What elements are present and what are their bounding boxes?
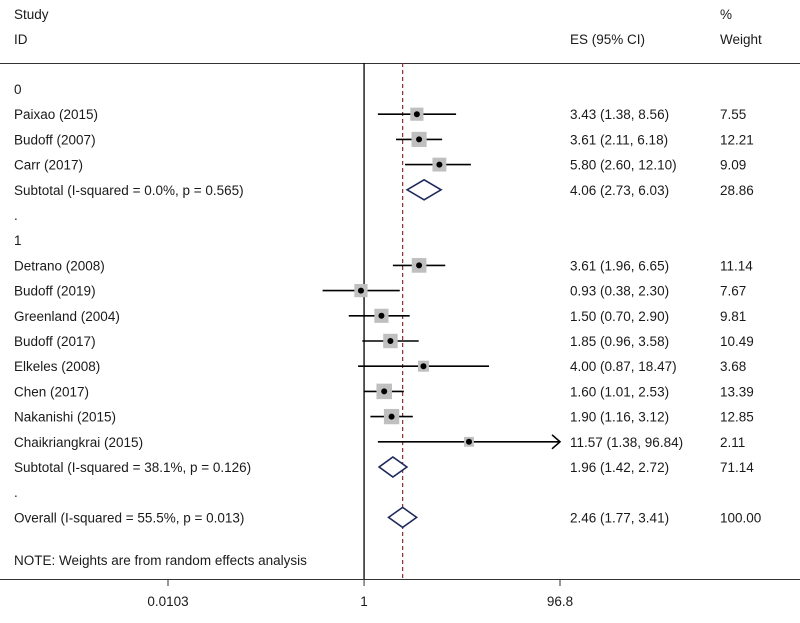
study-label: Greenland (2004) (14, 309, 120, 324)
row-overall: Overall (I-squared = 55.5%, p = 0.013) 2.… (14, 506, 761, 529)
row-subtotal: Subtotal (I-squared = 0.0%, p = 0.565) 4.… (14, 178, 754, 201)
es-ci-text: 1.60 (1.01, 2.53) (570, 384, 669, 399)
point-estimate (465, 438, 472, 445)
es-ci-text: 2.46 (1.77, 3.41) (570, 510, 669, 525)
row-study: Greenland (2004) 1.50 (0.70, 2.90) 9.81 (14, 308, 746, 324)
study-label: Budoff (2007) (14, 132, 96, 147)
weight-text: 12.21 (720, 132, 754, 147)
weight-text: 71.14 (720, 460, 754, 475)
es-ci-text: 4.06 (2.73, 6.03) (570, 183, 669, 198)
row-study: Budoff (2007) 3.61 (2.11, 6.18) 12.21 (14, 131, 754, 147)
x-tick-label: 96.8 (547, 594, 573, 609)
subtotal-label: Subtotal (I-squared = 38.1%, p = 0.126) (14, 460, 251, 475)
weight-text: 7.67 (720, 284, 746, 299)
weight-text: 12.85 (720, 410, 754, 425)
point-estimate (378, 312, 385, 319)
header-percent: % (720, 7, 732, 22)
point-estimate (413, 111, 420, 118)
row-group: 0 (14, 82, 22, 97)
row-study: Elkeles (2008) 4.00 (0.87, 18.47) 3.68 (14, 359, 746, 374)
es-ci-text: 0.93 (0.38, 2.30) (570, 284, 669, 299)
es-ci-text: 4.00 (0.87, 18.47) (570, 359, 677, 374)
row-study: Chen (2017) 1.60 (1.01, 2.53) 13.39 (14, 383, 754, 399)
study-label: Budoff (2019) (14, 284, 96, 299)
weight-text: 11.14 (720, 258, 753, 273)
header-weight: Weight (720, 32, 762, 47)
weight-text: 10.49 (720, 334, 754, 349)
study-rows: 0 Paixao (2015) 3.43 (1.38, 8.56) 7.55 Budof… (14, 82, 761, 529)
row-study: Chaikriangkrai (2015) 11.57 (1.38, 96.84)… (14, 434, 745, 450)
weight-text: 2.11 (720, 435, 745, 450)
reference-lines (363, 63, 404, 579)
header-es: ES (95% CI) (570, 32, 645, 47)
point-estimate (416, 262, 423, 269)
study-label: Paixao (2015) (14, 107, 98, 122)
point-estimate (420, 363, 427, 370)
overall-diamond (387, 506, 419, 529)
weight-text: 13.39 (720, 384, 754, 399)
study-label: Chaikriangkrai (2015) (14, 435, 143, 450)
es-ci-text: 3.61 (2.11, 6.18) (570, 132, 668, 147)
subtotal-label: Subtotal (I-squared = 0.0%, p = 0.565) (14, 183, 244, 198)
row-group: 1 (14, 233, 22, 248)
group-label: 0 (14, 82, 22, 97)
group-label: 1 (14, 233, 22, 248)
x-tick-label: 1 (360, 594, 368, 609)
es-ci-text: 5.80 (2.60, 12.10) (570, 158, 677, 173)
row-study: Nakanishi (2015) 1.90 (1.16, 3.12) 12.85 (14, 408, 754, 425)
study-label: Budoff (2017) (14, 334, 96, 349)
row-study: Detrano (2008) 3.61 (1.96, 6.65) 11.14 (14, 258, 753, 273)
study-label: Carr (2017) (14, 158, 83, 173)
weight-text: 100.00 (720, 510, 761, 525)
weights-note: NOTE: Weights are from random effects an… (14, 553, 307, 568)
study-label: Elkeles (2008) (14, 359, 100, 374)
x-tick-label: 0.0103 (147, 594, 188, 609)
study-label: Detrano (2008) (14, 258, 105, 273)
weight-text: 7.55 (720, 107, 746, 122)
row-spacer: . (14, 485, 18, 500)
row-study: Budoff (2019) 0.93 (0.38, 2.30) 7.67 (14, 284, 746, 299)
weight-text: 9.81 (720, 309, 746, 324)
es-ci-text: 3.43 (1.38, 8.56) (570, 107, 669, 122)
weight-text: 28.86 (720, 183, 754, 198)
es-ci-text: 11.57 (1.38, 96.84) (570, 435, 683, 450)
row-study: Budoff (2017) 1.85 (0.96, 3.58) 10.49 (14, 333, 754, 349)
es-ci-text: 1.90 (1.16, 3.12) (570, 410, 669, 425)
point-estimate (388, 413, 395, 420)
es-ci-text: 3.61 (1.96, 6.65) (570, 258, 669, 273)
overall-label: Overall (I-squared = 55.5%, p = 0.013) (14, 510, 244, 525)
subtotal-diamond (377, 456, 409, 478)
row-study: Carr (2017) 5.80 (2.60, 12.10) 9.09 (14, 158, 746, 173)
subtotal-diamond (405, 178, 443, 201)
ci-arrow-icon (551, 434, 562, 450)
point-estimate (387, 338, 394, 344)
row-study: Paixao (2015) 3.43 (1.38, 8.56) 7.55 (14, 107, 746, 122)
spacer-label: . (14, 485, 18, 500)
es-ci-text: 1.96 (1.42, 2.72) (570, 460, 669, 475)
x-axis-ticks: 0.0103 1 96.8 (147, 579, 573, 609)
es-ci-text: 1.85 (0.96, 3.58) (570, 334, 669, 349)
header-study: Study (14, 7, 49, 22)
weight-text: 9.09 (720, 158, 746, 173)
row-spacer: . (14, 208, 18, 223)
weight-text: 3.68 (720, 359, 746, 374)
point-estimate (357, 287, 364, 294)
es-ci-text: 1.50 (0.70, 2.90) (570, 309, 669, 324)
study-label: Chen (2017) (14, 384, 89, 399)
header-id: ID (14, 32, 28, 47)
point-estimate (381, 388, 388, 395)
point-estimate (436, 161, 443, 168)
point-estimate (416, 136, 423, 143)
study-label: Nakanishi (2015) (14, 410, 116, 425)
spacer-label: . (14, 208, 18, 223)
row-subtotal: Subtotal (I-squared = 38.1%, p = 0.126) 1… (14, 456, 754, 478)
